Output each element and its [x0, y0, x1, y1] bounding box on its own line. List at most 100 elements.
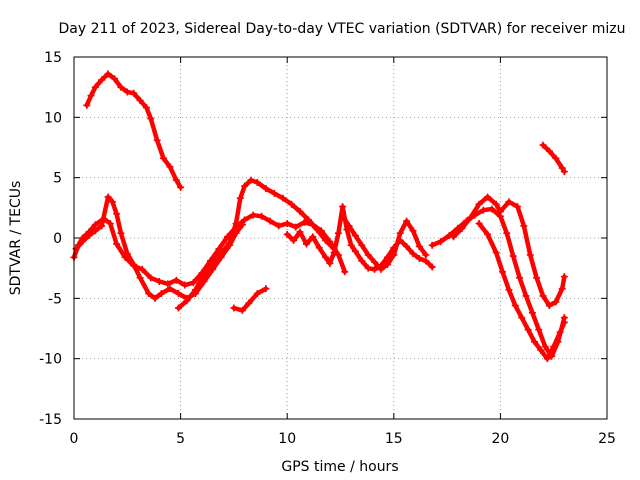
data-point-marker [552, 154, 560, 162]
data-point-marker [104, 193, 112, 201]
data-point-marker [136, 96, 144, 104]
data-point-marker [322, 236, 330, 244]
data-point-marker [130, 261, 138, 269]
data-point-marker [484, 230, 492, 238]
data-point-marker [123, 88, 131, 96]
data-point-marker [403, 217, 411, 225]
data-point-marker [341, 268, 349, 276]
data-point-marker [383, 261, 391, 269]
data-point-marker [511, 302, 519, 310]
data-point-marker [539, 141, 547, 149]
data-point-marker [520, 222, 528, 230]
data-point-marker [528, 309, 536, 317]
data-point-marker [533, 274, 541, 282]
data-point-marker [516, 274, 524, 282]
data-point-marker [449, 233, 457, 241]
x-tick-label: 10 [278, 431, 296, 447]
data-point-marker [496, 207, 504, 215]
data-point-marker [157, 290, 165, 298]
data-point-marker [113, 240, 121, 248]
data-point-marker [371, 265, 379, 273]
data-point-marker [339, 212, 347, 220]
data-point-marker [275, 222, 283, 230]
data-point-marker [545, 302, 553, 310]
data-point-marker [226, 239, 234, 247]
data-point-marker [422, 257, 430, 265]
grid [74, 57, 607, 419]
data-point-marker [153, 136, 161, 144]
data-point-marker [253, 290, 261, 298]
data-point-marker [377, 265, 385, 273]
y-tick-label: 5 [53, 171, 62, 187]
data-point-marker [403, 242, 411, 250]
data-point-marker [499, 268, 507, 276]
series-arc-10 [475, 220, 568, 363]
data-point-marker [253, 178, 261, 186]
data-point-marker [166, 163, 174, 171]
data-point-marker [106, 220, 114, 228]
data-point-marker [174, 290, 182, 298]
data-point-marker [560, 168, 568, 176]
data-point-marker [541, 343, 549, 351]
data-point-marker [136, 274, 144, 282]
y-tick-label: -10 [39, 352, 62, 368]
series-arc-1 [83, 70, 185, 191]
y-tick-label: -15 [39, 412, 62, 428]
x-tick-label: 20 [491, 431, 509, 447]
data-point-marker [364, 251, 372, 259]
data-point-marker [550, 343, 558, 351]
data-point-marker [390, 251, 398, 259]
series-line [176, 177, 337, 311]
data-point-marker [543, 355, 551, 363]
data-point-marker [91, 221, 99, 229]
data-point-marker [545, 147, 553, 155]
data-point-marker [560, 318, 568, 326]
series-line [340, 214, 429, 272]
data-point-marker [552, 298, 560, 306]
data-point-marker [358, 241, 366, 249]
data-point-marker [174, 304, 182, 312]
series-line [429, 206, 567, 359]
data-point-marker [189, 279, 197, 287]
data-point-marker [270, 189, 278, 197]
data-point-marker [215, 245, 223, 253]
data-point-marker [492, 200, 500, 208]
data-point-marker [98, 76, 106, 84]
data-point-marker [334, 229, 342, 237]
data-point-marker [123, 250, 131, 258]
data-point-marker [503, 229, 511, 237]
data-point-marker [305, 216, 313, 224]
data-point-marker [108, 198, 116, 206]
data-point-marker [104, 70, 112, 78]
data-point-marker [339, 203, 347, 211]
y-tick-labels: -15 -10 -5 0 5 10 15 [39, 50, 62, 428]
data-point-marker [345, 222, 353, 230]
data-point-marker [236, 194, 244, 202]
data-point-marker [556, 328, 564, 336]
data-point-marker [313, 226, 321, 234]
series-arc-2 [70, 211, 349, 289]
data-point-marker [475, 200, 483, 208]
y-tick-label: -5 [48, 291, 62, 307]
data-point-marker [409, 250, 417, 258]
series-arc-7 [339, 212, 430, 273]
data-point-marker [147, 274, 155, 282]
data-point-marker [262, 185, 270, 193]
data-point-marker [315, 244, 323, 252]
data-point-marker [79, 238, 87, 246]
data-point-marker [172, 176, 180, 184]
data-point-marker [172, 276, 180, 284]
data-point-marker [415, 255, 423, 263]
data-point-marker [111, 75, 119, 83]
x-tick-label: 5 [176, 431, 185, 447]
data-point-marker [531, 338, 539, 346]
data-point-marker [113, 210, 121, 218]
data-point-marker [283, 220, 291, 228]
data-point-marker [509, 252, 517, 260]
data-point-marker [458, 224, 466, 232]
data-point-marker [145, 290, 153, 298]
data-point-marker [351, 232, 359, 240]
data-point-marker [484, 193, 492, 201]
data-point-marker [200, 270, 208, 278]
data-point-marker [209, 258, 217, 266]
